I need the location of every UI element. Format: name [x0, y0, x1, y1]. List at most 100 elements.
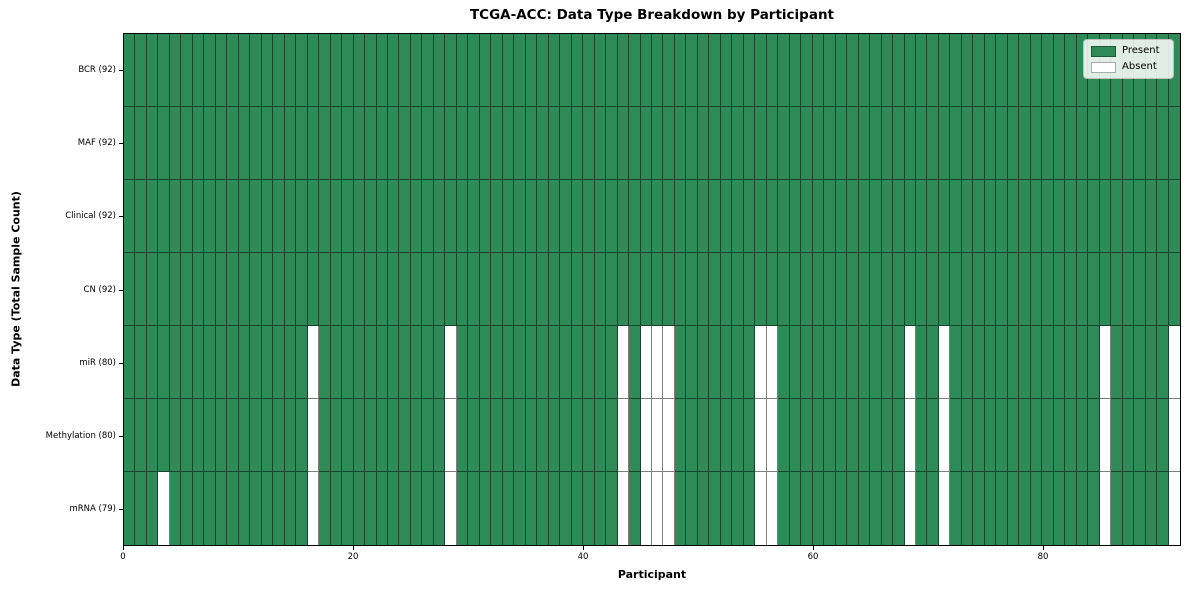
heatmap-cell [1042, 472, 1054, 545]
heatmap-cell [502, 107, 515, 180]
heatmap-cell [640, 253, 652, 326]
heatmap-cell [881, 34, 894, 107]
heatmap-cell [835, 34, 848, 107]
heatmap-cell [617, 253, 630, 326]
heatmap-cell [1145, 472, 1158, 545]
heatmap-cell [1157, 326, 1169, 399]
heatmap-cell [904, 107, 916, 180]
heatmap-cell [1145, 326, 1158, 399]
heatmap-cell [491, 472, 503, 545]
heatmap-cell [870, 34, 882, 107]
heatmap-cell [1099, 107, 1112, 180]
heatmap-cell [1134, 180, 1146, 253]
heatmap-cell [169, 107, 182, 180]
heatmap-cell [961, 107, 974, 180]
y-tick-mark [119, 216, 123, 218]
heatmap-cell [273, 472, 285, 545]
heatmap-cell [1007, 399, 1020, 472]
heatmap-cell [319, 107, 331, 180]
heatmap-cell [342, 472, 354, 545]
heatmap-cell [410, 326, 423, 399]
heatmap-cell [824, 253, 836, 326]
heatmap-cell [491, 34, 503, 107]
heatmap-cell [640, 399, 652, 472]
heatmap-cell [330, 180, 343, 253]
heatmap-cell [663, 253, 675, 326]
heatmap-cell [824, 180, 836, 253]
y-tick-label: Methylation (80) [45, 431, 116, 442]
heatmap-cell [514, 34, 526, 107]
heatmap-cell [1007, 34, 1020, 107]
heatmap-cell [870, 472, 882, 545]
heatmap-cell [273, 399, 285, 472]
heatmap-cell [835, 399, 848, 472]
heatmap-cell [870, 253, 882, 326]
heatmap-cell [594, 107, 607, 180]
heatmap-cell [996, 253, 1008, 326]
heatmap-cell [904, 34, 916, 107]
heatmap-cell [571, 107, 584, 180]
heatmap-cell [330, 472, 343, 545]
heatmap-cell [1042, 107, 1054, 180]
heatmap-cell [135, 253, 147, 326]
heatmap-cell [433, 253, 446, 326]
heatmap-cell [996, 472, 1008, 545]
heatmap-cell [410, 253, 423, 326]
heatmap-cell [640, 472, 652, 545]
x-tick-mark [123, 546, 124, 550]
heatmap-cell [984, 34, 997, 107]
heatmap-cell [1065, 399, 1077, 472]
heatmap-cell [893, 399, 905, 472]
heatmap-cell [881, 326, 894, 399]
heatmap-cell [560, 180, 572, 253]
heatmap-cell [422, 399, 434, 472]
heatmap-cell [479, 326, 492, 399]
heatmap-cell [1065, 326, 1077, 399]
heatmap-cell [445, 253, 457, 326]
heatmap-cell [192, 326, 205, 399]
heatmap-cell [789, 253, 802, 326]
heatmap-cell [537, 472, 549, 545]
heatmap-cell [663, 326, 675, 399]
y-tick-mark [119, 509, 123, 511]
heatmap-cell [938, 326, 951, 399]
heatmap-cell [192, 399, 205, 472]
legend-swatch-absent-icon [1091, 61, 1116, 73]
heatmap-cell [307, 107, 320, 180]
heatmap-cell [766, 472, 779, 545]
heatmap-cell [1042, 180, 1054, 253]
heatmap-cell [1168, 34, 1180, 107]
heatmap-cell [376, 326, 388, 399]
heatmap-cell [433, 107, 446, 180]
heatmap-cell [594, 253, 607, 326]
heatmap-cell [743, 326, 756, 399]
heatmap-cell [365, 180, 377, 253]
heatmap-cell [388, 399, 400, 472]
heatmap-cell [399, 253, 411, 326]
heatmap-cell [1088, 399, 1100, 472]
heatmap-cell [652, 399, 664, 472]
heatmap-cell [674, 326, 687, 399]
heatmap-cell [606, 472, 618, 545]
x-tick-label: 0 [120, 552, 126, 562]
heatmap-cell [215, 107, 228, 180]
heatmap-cell [1019, 180, 1031, 253]
heatmap-cell [709, 107, 721, 180]
heatmap-cell [353, 180, 366, 253]
heatmap-cell [606, 326, 618, 399]
heatmap-cell [296, 107, 308, 180]
heatmap-cell [663, 34, 675, 107]
heatmap-cell [284, 472, 297, 545]
heatmap-cell [365, 326, 377, 399]
heatmap-cell [135, 34, 147, 107]
heatmap-cell [663, 107, 675, 180]
heatmap-cell [307, 180, 320, 253]
heatmap-cell [709, 253, 721, 326]
heatmap-cell [181, 472, 193, 545]
heatmap-cell [709, 399, 721, 472]
heatmap-cell [916, 472, 928, 545]
heatmap-cell [261, 34, 274, 107]
heatmap-cell [938, 34, 951, 107]
heatmap-cell [468, 253, 480, 326]
